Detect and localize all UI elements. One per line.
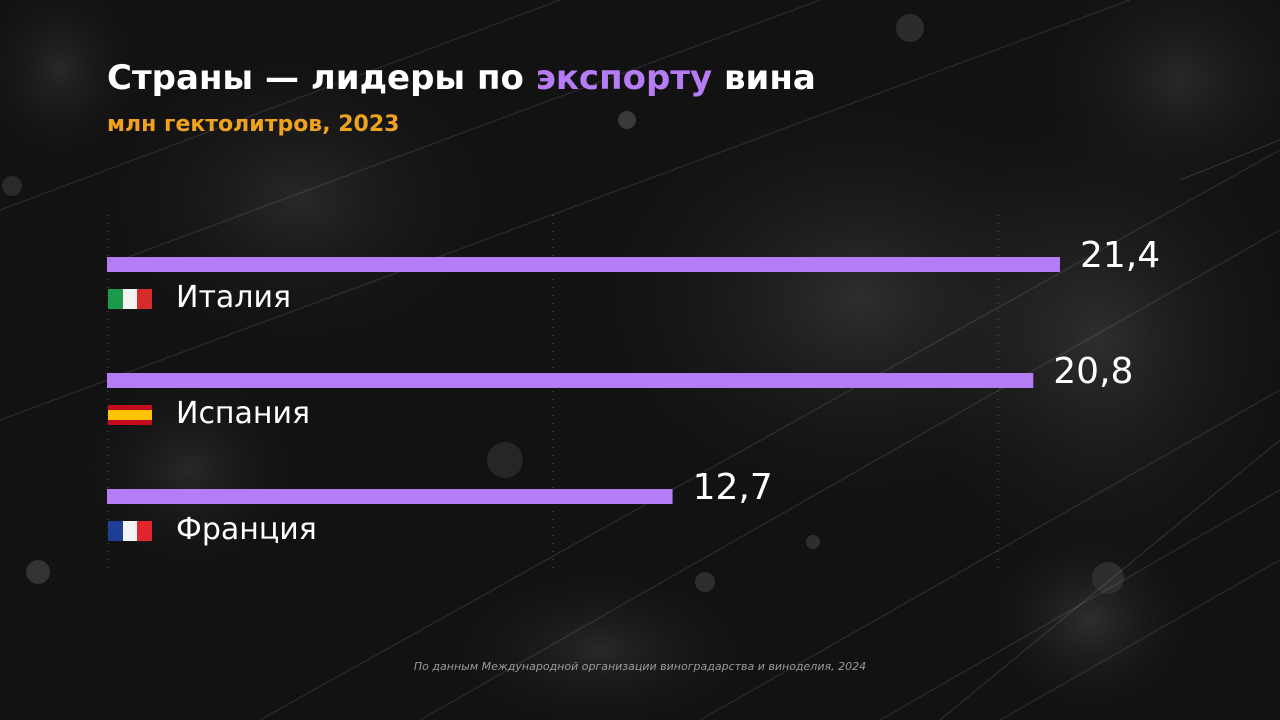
data-label-3: 12,7 — [692, 467, 773, 508]
france-flag-icon — [108, 521, 152, 541]
bar-3 — [107, 489, 673, 504]
bar-1 — [107, 257, 1060, 272]
category-label-3: Франция — [176, 512, 317, 547]
italy-flag-icon — [108, 289, 152, 309]
bars — [107, 257, 1060, 504]
chart-subtitle: млн гектолитров, 2023 — [107, 112, 400, 137]
data-label-2: 20,8 — [1053, 351, 1134, 392]
title-highlight: экспорту — [535, 58, 713, 98]
title-part-2: вина — [712, 58, 816, 98]
title-part-1: Страны — лидеры по — [107, 58, 536, 98]
category-label-1: Италия — [176, 280, 292, 315]
source-note: По данным Международной организации вино… — [413, 660, 867, 673]
data-label-1: 21,4 — [1080, 235, 1161, 276]
spain-flag-icon — [108, 405, 152, 425]
bar-2 — [107, 373, 1034, 388]
category-label-2: Испания — [176, 396, 311, 431]
chart-title: Страны — лидеры по экспорту вина — [107, 58, 816, 98]
